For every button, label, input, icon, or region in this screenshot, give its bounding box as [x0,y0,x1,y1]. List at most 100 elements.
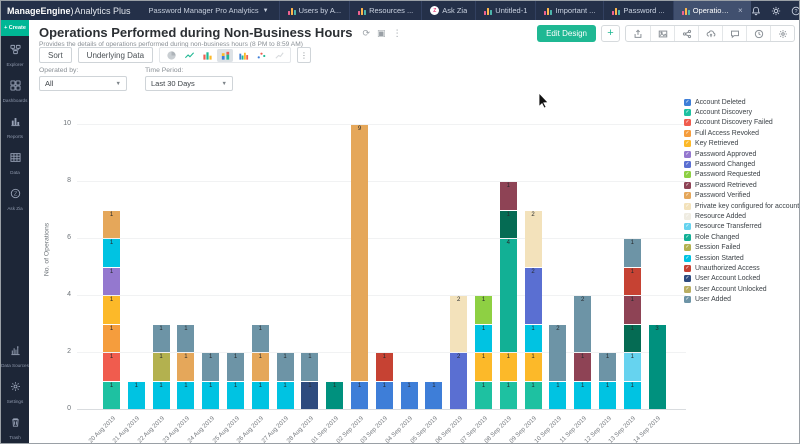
bar-segment[interactable]: 1 [400,381,418,409]
legend-item-8[interactable]: Password Retrieved [684,180,799,190]
bar-segment[interactable]: 1 [227,381,244,409]
bar-segment[interactable]: 1 [326,381,344,409]
bar-01-Sep-2019[interactable]: 1 [326,381,344,409]
line-chart-icon[interactable] [181,49,197,62]
tab-2[interactable]: Z Ask Zia [421,1,475,20]
bar-segment[interactable]: 1 [127,381,145,409]
pie-chart-icon[interactable] [163,49,179,62]
bar-segment[interactable]: 1 [524,324,542,352]
bar-segment[interactable]: 1 [475,296,492,324]
bar-segment[interactable]: 1 [475,381,492,409]
image-icon[interactable] [650,26,674,41]
bar-segment[interactable]: 1 [425,381,443,409]
legend-checkbox[interactable] [684,223,691,231]
legend-item-2[interactable]: Account Discovery Failed [684,118,799,128]
bar-segment[interactable]: 2 [574,296,592,352]
add-report-button[interactable]: + [601,25,620,42]
sidebar-item-data[interactable]: Data [1,144,29,180]
sidebar-item-askzia[interactable]: Z Ask Zia [1,180,29,216]
bell-icon[interactable] [751,5,762,16]
bar-segment[interactable]: 1 [202,353,220,381]
legend-item-7[interactable]: Password Requested [684,170,799,180]
tab-3[interactable]: Untitled-1 [475,1,535,20]
legend-item-16[interactable]: Unauthorized Access [684,263,799,273]
bar-segment[interactable]: 9 [351,125,368,381]
alert-icon[interactable] [746,26,770,41]
bar-segment[interactable]: 1 [623,353,641,381]
bar-segment[interactable]: 1 [103,353,120,381]
sort-button[interactable]: Sort [39,47,72,63]
bar-segment[interactable]: 1 [375,353,393,381]
bar-segment[interactable]: 1 [276,381,294,409]
bar-segment[interactable]: 1 [351,381,368,409]
bar-segment[interactable]: 1 [103,324,120,352]
bar-segment[interactable]: 1 [251,353,269,381]
legend-item-14[interactable]: Session Failed [684,242,799,252]
legend-item-12[interactable]: Resource Transferred [684,222,799,232]
sidebar-item-reports[interactable]: Reports [1,108,29,144]
scatter-chart-icon[interactable] [253,49,269,62]
bar-segment[interactable]: 1 [623,381,641,409]
legend-checkbox[interactable] [684,129,691,137]
legend-checkbox[interactable] [684,109,691,117]
legend-checkbox[interactable] [684,233,691,241]
bar-segment[interactable]: 2 [549,324,567,381]
bar-segment[interactable]: 1 [103,210,120,238]
title-more-icon[interactable]: ⋮ [392,28,402,38]
bar-21-Aug-2019[interactable]: 1 [127,381,145,409]
close-icon[interactable]: × [738,6,743,15]
bar-segment[interactable]: 1 [103,381,120,409]
legend-item-13[interactable]: Role Changed [684,232,799,242]
bar-segment[interactable]: 1 [574,381,592,409]
bar-segment[interactable]: 1 [475,324,492,352]
legend-item-15[interactable]: Session Started [684,253,799,263]
sidebar-item-trash[interactable]: Trash [1,409,29,443]
publish-icon[interactable] [698,26,722,41]
bar-segment[interactable]: 4 [499,239,517,352]
bar-segment[interactable]: 1 [301,353,319,381]
refresh-icon[interactable]: ⟳ [362,28,371,38]
legend-item-9[interactable]: Password Verified [684,191,799,201]
underlying-data-button[interactable]: Underlying Data [77,47,154,63]
bar-chart-icon[interactable] [199,49,215,62]
sidebar-item-explorer[interactable]: Explorer [1,36,29,72]
bar-segment[interactable]: 1 [499,353,517,381]
bar-segment[interactable]: 1 [103,267,120,295]
create-button[interactable]: + Create [1,20,29,36]
bar-segment[interactable]: 1 [499,210,517,238]
bar-segment[interactable]: 1 [524,353,542,381]
help-icon[interactable]: ? [791,5,799,16]
legend-item-17[interactable]: User Account Locked [684,274,799,284]
comment-icon[interactable] [722,26,746,41]
snapshot-icon[interactable]: ▣ [377,28,386,38]
legend-checkbox[interactable] [684,161,691,169]
legend-checkbox[interactable] [684,244,691,252]
legend-item-5[interactable]: Password Approved [684,149,799,159]
legend-item-6[interactable]: Password Changed [684,159,799,169]
legend-checkbox[interactable] [684,192,691,200]
legend-item-19[interactable]: User Added [684,294,799,304]
legend-checkbox[interactable] [684,264,691,272]
legend-item-1[interactable]: Account Discovery [684,107,799,117]
bar-segment[interactable]: 1 [251,324,269,352]
legend-checkbox[interactable] [684,171,691,179]
grouped-bar-chart-icon[interactable] [235,49,251,62]
legend-checkbox[interactable] [684,254,691,262]
bar-segment[interactable]: 1 [623,296,641,324]
bar-14-Sep-2019[interactable]: 3 [648,324,666,409]
bar-segment[interactable]: 1 [103,239,120,267]
bar-segment[interactable]: 1 [177,381,195,409]
operated-by-select[interactable]: All ▼ [39,76,127,91]
